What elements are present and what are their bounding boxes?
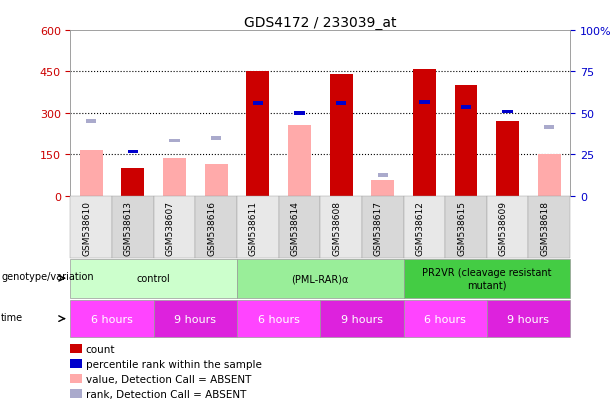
- Bar: [330, 75, 352, 196]
- Text: time: time: [1, 312, 23, 322]
- Bar: [288, 126, 311, 196]
- Bar: [496, 122, 519, 196]
- Bar: [163, 159, 186, 196]
- Text: (PML-RAR)α: (PML-RAR)α: [292, 273, 349, 284]
- Text: GSM538610: GSM538610: [82, 200, 91, 255]
- Text: GSM538618: GSM538618: [540, 200, 549, 255]
- Bar: [371, 181, 394, 196]
- Bar: [86, 120, 96, 124]
- Text: GSM538608: GSM538608: [332, 200, 341, 255]
- Text: GSM538615: GSM538615: [457, 200, 466, 255]
- Text: GSM538607: GSM538607: [166, 200, 175, 255]
- Text: control: control: [137, 273, 170, 284]
- Bar: [205, 164, 227, 196]
- Text: GSM538609: GSM538609: [498, 200, 508, 255]
- Bar: [246, 72, 269, 196]
- Bar: [253, 102, 263, 106]
- Bar: [538, 155, 561, 196]
- Bar: [128, 150, 138, 154]
- Text: GSM538612: GSM538612: [416, 200, 424, 255]
- Text: genotype/variation: genotype/variation: [1, 271, 94, 282]
- Text: 6 hours: 6 hours: [424, 314, 466, 324]
- Bar: [336, 102, 346, 106]
- Text: GSM538611: GSM538611: [249, 200, 258, 255]
- Bar: [169, 139, 180, 143]
- Bar: [294, 112, 305, 116]
- Text: percentile rank within the sample: percentile rank within the sample: [86, 359, 262, 369]
- Text: GSM538614: GSM538614: [291, 200, 300, 255]
- Text: rank, Detection Call = ABSENT: rank, Detection Call = ABSENT: [86, 389, 246, 399]
- Bar: [413, 69, 436, 196]
- Text: 9 hours: 9 hours: [508, 314, 549, 324]
- Text: 9 hours: 9 hours: [341, 314, 383, 324]
- Text: 6 hours: 6 hours: [257, 314, 300, 324]
- Text: GSM538616: GSM538616: [207, 200, 216, 255]
- Bar: [461, 106, 471, 110]
- Bar: [378, 173, 388, 178]
- Bar: [503, 110, 513, 114]
- Bar: [80, 151, 103, 196]
- Text: 6 hours: 6 hours: [91, 314, 133, 324]
- Text: count: count: [86, 344, 115, 354]
- Bar: [455, 86, 478, 196]
- Text: value, Detection Call = ABSENT: value, Detection Call = ABSENT: [86, 374, 251, 384]
- Text: 9 hours: 9 hours: [174, 314, 216, 324]
- Text: GSM538617: GSM538617: [374, 200, 383, 255]
- Bar: [211, 136, 221, 140]
- Title: GDS4172 / 233039_at: GDS4172 / 233039_at: [244, 16, 397, 30]
- Bar: [419, 101, 430, 104]
- Text: PR2VR (cleavage resistant
mutant): PR2VR (cleavage resistant mutant): [422, 268, 552, 290]
- Bar: [121, 169, 145, 196]
- Bar: [544, 126, 554, 129]
- Text: GSM538613: GSM538613: [124, 200, 133, 255]
